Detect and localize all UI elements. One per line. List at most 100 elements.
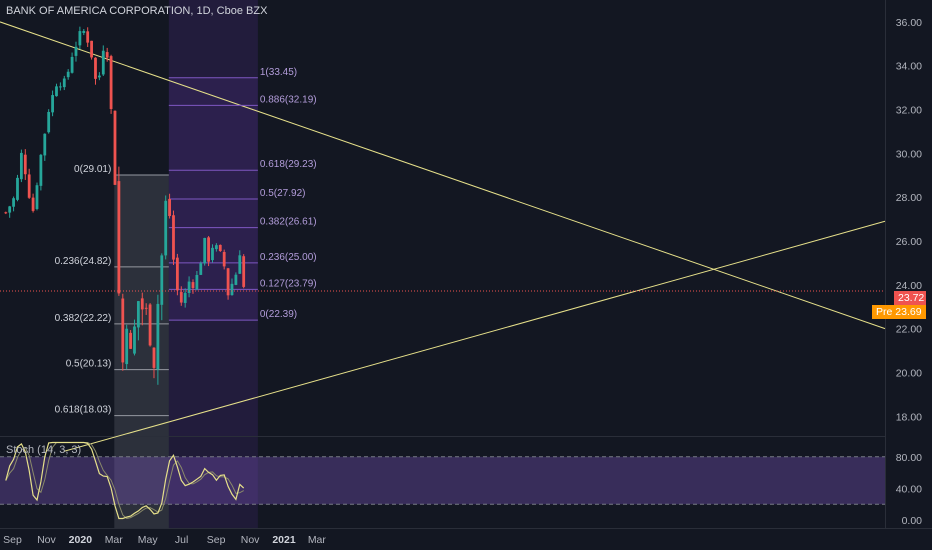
- candle-body: [148, 304, 152, 346]
- candle-body: [43, 133, 47, 156]
- premarket-price-tag: Pre 23.69: [872, 305, 926, 319]
- x-tick-label: Mar: [308, 534, 327, 546]
- candle-body: [144, 307, 148, 309]
- candle-body: [101, 50, 105, 75]
- y-tick-label: 32.00: [896, 105, 922, 117]
- stoch-d-line: [5, 442, 244, 520]
- candle-body: [121, 298, 125, 363]
- candle-body: [16, 177, 19, 200]
- fib-right-level-label: 0.127(23.79): [260, 278, 317, 289]
- candle-body: [125, 328, 129, 365]
- fib-right-level-label: 0.5(27.92): [260, 188, 306, 199]
- fib-right-zone-lower: [168, 437, 258, 528]
- x-tick-label: Sep: [207, 534, 226, 546]
- fib-right-level-label: 1(33.45): [260, 67, 297, 78]
- candle-body: [195, 275, 199, 290]
- candle-body: [35, 185, 39, 209]
- candle-body: [55, 86, 58, 97]
- candle-body: [234, 274, 238, 285]
- candle-body: [164, 200, 168, 256]
- candle-body: [8, 206, 12, 213]
- premarket-value: 23.69: [895, 306, 922, 318]
- candle-body: [62, 78, 66, 88]
- candle-body: [70, 56, 74, 73]
- y-tick-label: 28.00: [896, 192, 922, 204]
- candle-body: [136, 301, 140, 328]
- stoch-y-tick-label: 80.00: [896, 452, 922, 464]
- descending-trendline: [0, 21, 886, 330]
- candle-body: [242, 256, 246, 287]
- fib-left-level-label: 0.618(18.03): [55, 405, 112, 416]
- y-tick-label: 30.00: [896, 148, 922, 160]
- candle-body: [160, 255, 164, 305]
- candle-body: [94, 57, 97, 79]
- last-price-tag: 23.72: [894, 291, 926, 305]
- candle-body: [187, 281, 191, 293]
- fib-right-level-label: 0(22.39): [260, 309, 297, 320]
- candle-body: [51, 95, 54, 113]
- candle-body: [214, 245, 218, 250]
- candle-body: [97, 75, 101, 78]
- fib-right-zone: [168, 0, 258, 436]
- candle-body: [90, 40, 93, 58]
- stoch-y-tick-label: 40.00: [896, 483, 922, 495]
- candle-body: [109, 56, 113, 109]
- fib-left-level-label: 0.5(20.13): [66, 359, 112, 370]
- x-tick-label: 2020: [69, 534, 93, 546]
- y-tick-label: 26.00: [896, 236, 922, 248]
- candle-body: [113, 110, 117, 185]
- stoch-y-tick-label: 0.00: [902, 515, 923, 527]
- candle-body: [218, 244, 222, 251]
- candle-body: [12, 198, 15, 207]
- candle-body: [152, 347, 156, 368]
- stoch-band: [0, 456, 885, 505]
- candle-body: [82, 30, 86, 33]
- candle-body: [140, 298, 144, 310]
- fib-right-level-label: 0.382(26.61): [260, 217, 317, 228]
- candle-body: [179, 292, 183, 303]
- candle-body: [117, 181, 121, 294]
- x-tick-label: May: [138, 534, 159, 546]
- candle-body: [4, 212, 8, 214]
- stoch-indicator-label[interactable]: Stoch (14, 3, 3): [6, 444, 82, 456]
- fib-left-level-label: 0.382(22.22): [55, 313, 112, 324]
- y-tick-label: 18.00: [896, 411, 922, 423]
- fib-right-level-label: 0.236(25.00): [260, 252, 317, 263]
- candle-body: [172, 215, 175, 260]
- candle-body: [199, 263, 203, 275]
- candle-body: [31, 197, 35, 211]
- candle-body: [39, 154, 43, 186]
- candle-body: [133, 326, 136, 354]
- candle-body: [27, 174, 31, 198]
- candle-body: [226, 268, 230, 296]
- candle-body: [66, 71, 70, 78]
- candle-body: [86, 31, 90, 43]
- candle-body: [230, 283, 234, 296]
- y-tick-label: 34.00: [896, 61, 922, 73]
- candle-body: [78, 31, 82, 46]
- candle-body: [211, 247, 214, 261]
- x-tick-label: Jul: [175, 534, 188, 546]
- chart-title: BANK OF AMERICA CORPORATION, 1D, Cboe BZ…: [6, 5, 268, 17]
- y-tick-label: 20.00: [896, 367, 922, 379]
- candle-body: [19, 152, 23, 180]
- x-tick-label: Sep: [3, 534, 22, 546]
- premarket-label: Pre: [876, 306, 893, 318]
- x-tick-label: 2021: [272, 534, 296, 546]
- x-tick-label: Nov: [37, 534, 56, 546]
- candle-body: [74, 46, 78, 56]
- fib-left-zone-lower: [114, 437, 169, 528]
- stoch-k-line: [5, 441, 245, 520]
- fib-left-level-label: 0(29.01): [74, 164, 111, 175]
- candle-body: [191, 282, 195, 288]
- candle-body: [183, 292, 187, 303]
- candle-body: [47, 111, 51, 133]
- candle-body: [105, 52, 109, 58]
- candle-body: [175, 257, 179, 291]
- candle-body: [129, 332, 132, 349]
- fib-right-level-label: 0.618(29.23): [260, 159, 317, 170]
- candle-body: [156, 303, 160, 370]
- x-tick-label: Mar: [105, 534, 124, 546]
